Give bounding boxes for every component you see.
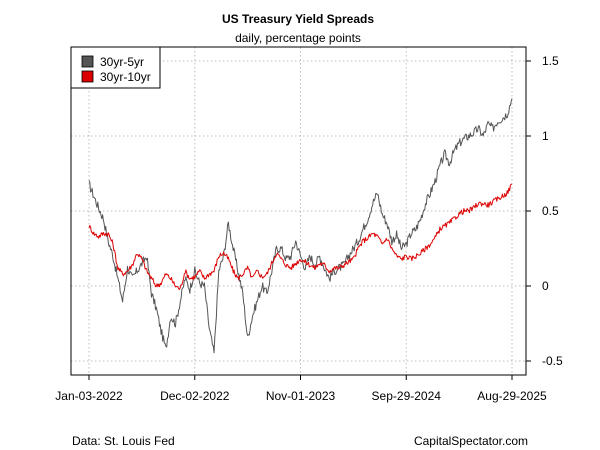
x-tick-label: Nov-01-2023	[266, 389, 336, 403]
grid	[71, 47, 526, 375]
x-tick-label: Sep-29-2024	[372, 389, 442, 403]
x-axis: Jan-03-2022 Dec-02-2022 Nov-01-2023 Sep-29-…	[55, 375, 547, 403]
series-line-30yr-5yr	[88, 98, 513, 354]
legend-swatch-30yr-5yr	[81, 55, 94, 68]
y-axis: -0.5 0 0.5 1 1.5	[526, 54, 563, 368]
series-line-30yr-10yr	[88, 183, 513, 290]
legend: 30yr-5yr 30yr-10yr	[70, 46, 161, 89]
x-tick-label: Aug-29-2025	[477, 389, 547, 403]
y-tick-label: 0.5	[542, 204, 559, 218]
chart-subtitle: daily, percentage points	[235, 31, 361, 45]
y-tick-label: 0	[542, 279, 549, 293]
series-lines	[88, 98, 513, 354]
legend-label-30yr-10yr: 30yr-10yr	[100, 70, 151, 84]
chart-title: US Treasury Yield Spreads	[222, 12, 374, 26]
footer-credit: CapitalSpectator.com	[414, 434, 528, 448]
legend-swatch-30yr-10yr	[81, 70, 94, 83]
y-tick-label: 1.5	[542, 54, 559, 68]
y-tick-label: 1	[542, 129, 549, 143]
footer-source: Data: St. Louis Fed	[72, 434, 175, 448]
x-tick-label: Jan-03-2022	[55, 389, 123, 403]
y-tick-label: -0.5	[542, 354, 563, 368]
x-tick-label: Dec-02-2022	[160, 389, 230, 403]
legend-label-30yr-5yr: 30yr-5yr	[100, 55, 144, 69]
